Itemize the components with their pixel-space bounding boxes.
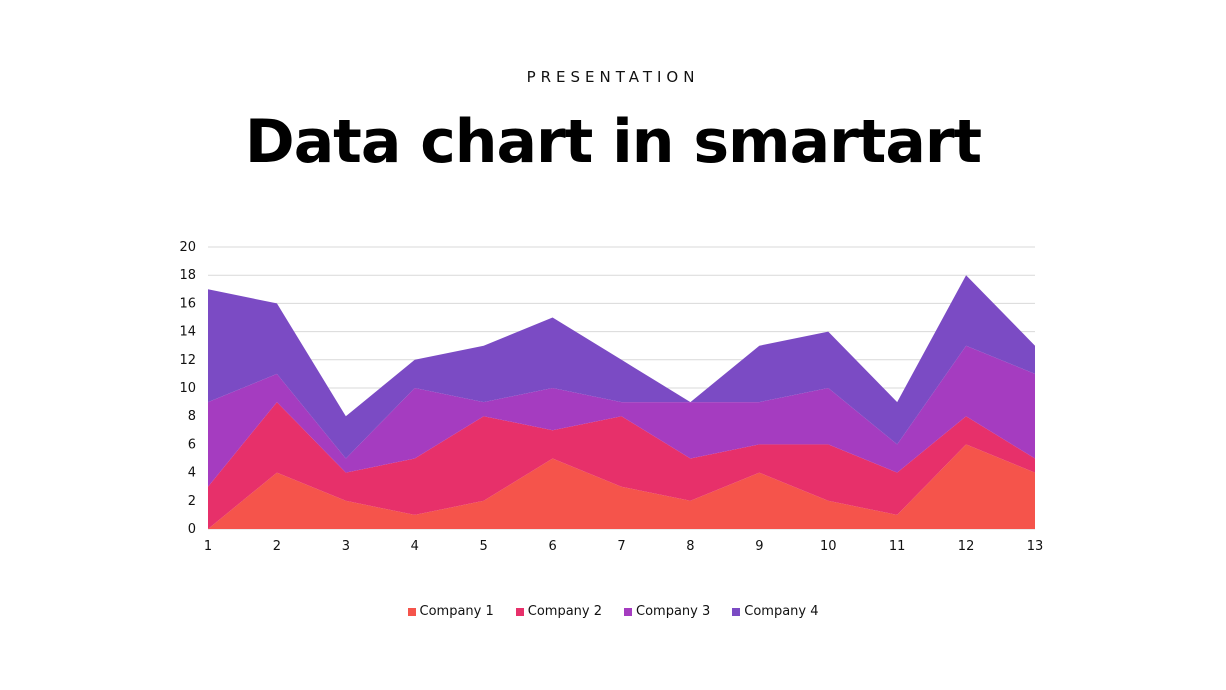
x-tick-label: 1: [204, 539, 212, 554]
x-tick-label: 9: [755, 539, 763, 554]
area-series-2: [208, 402, 1035, 529]
legend-item-3: Company 3: [624, 604, 710, 619]
x-tick-label: 13: [1027, 539, 1044, 554]
legend-item-4: Company 4: [732, 604, 819, 619]
y-tick-label: 10: [179, 381, 196, 396]
x-tick-label: 6: [548, 539, 556, 554]
y-tick-label: 4: [188, 466, 196, 481]
y-tick-label: 2: [188, 494, 196, 509]
y-tick-label: 6: [188, 437, 196, 452]
legend-swatch: [515, 607, 524, 616]
x-tick-label: 4: [411, 539, 419, 554]
y-tick-label: 12: [179, 353, 196, 368]
y-tick-label: 8: [188, 409, 196, 424]
legend-label: Company 3: [636, 604, 711, 619]
legend-item-1: Company 1: [407, 604, 494, 619]
legend-label: Company 2: [527, 604, 602, 619]
x-tick-label: 3: [342, 539, 350, 554]
chart-legend: Company 1 Company 2 Company 3 Company 4: [0, 604, 1226, 619]
x-tick-label: 11: [889, 539, 906, 554]
area-series-3: [208, 345, 1035, 487]
legend-swatch: [732, 607, 741, 616]
y-tick-label: 0: [188, 522, 196, 537]
y-axis-ticks: 0 2 4 6 8 10 12 14 16 18 20: [179, 240, 196, 537]
legend-swatch: [624, 607, 632, 616]
kicker-text: PRESENTATION: [526, 68, 700, 86]
y-tick-label: 20: [179, 240, 196, 255]
y-tick-label: 18: [179, 268, 196, 283]
legend-item-2: Company 2: [515, 604, 602, 619]
x-tick-label: 12: [958, 539, 975, 554]
x-tick-label: 10: [820, 539, 837, 554]
x-axis-ticks: 1 2 3 4 5 6 7 8 9 10 11 12 13: [204, 539, 1043, 554]
x-tick-label: 8: [686, 539, 694, 554]
area-series-4: [208, 275, 1035, 459]
area-series-group: [208, 275, 1035, 529]
x-tick-label: 2: [273, 539, 281, 554]
legend-swatch: [407, 607, 416, 616]
y-tick-label: 14: [179, 325, 196, 340]
legend-label: Company 4: [744, 604, 819, 619]
y-tick-label: 16: [179, 296, 196, 311]
legend-label: Company 1: [419, 604, 494, 619]
x-tick-label: 5: [480, 539, 488, 554]
page-title: Data chart in smartart: [244, 107, 982, 177]
x-tick-label: 7: [617, 539, 625, 554]
